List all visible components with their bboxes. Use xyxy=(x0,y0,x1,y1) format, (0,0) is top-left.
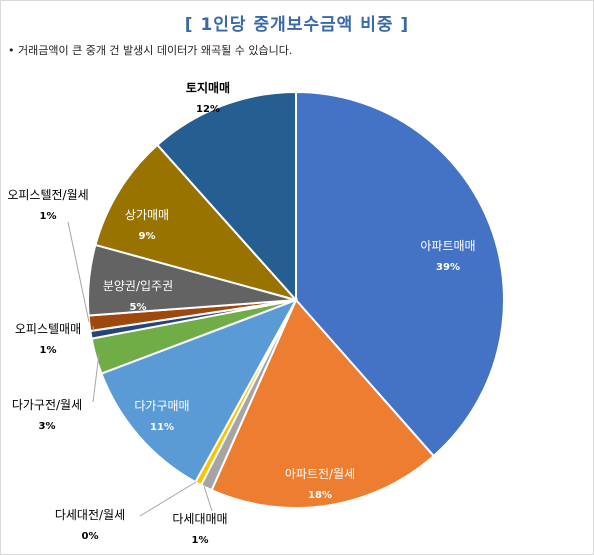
pie-slice xyxy=(210,298,436,509)
slice-label: 상가매매 xyxy=(125,208,169,222)
slice-percent-label: 1% xyxy=(40,211,57,222)
data-labels: 아파트매매 39% 아파트전/월세 18% 다세대매매 1% 다세대전/월세 0% 다가구매매 1… xyxy=(7,80,475,546)
slice-percent-label: 1% xyxy=(192,535,209,546)
slice-percent-label: 9% xyxy=(139,231,156,242)
chart-title: [ 1인당 중개보수금액 비중 ] xyxy=(184,15,410,35)
slice-label: 다세대매매 xyxy=(172,512,227,526)
slice-label: 다가구전/월세 xyxy=(12,398,82,412)
slice-label: 분양권/입주권 xyxy=(103,279,173,293)
slice-percent-label: 18% xyxy=(308,490,332,501)
slice-label: 다가구매매 xyxy=(134,399,189,413)
slice-label: 아파트전/월세 xyxy=(285,467,355,481)
chart-note: • 거래금액이 큰 중개 건 발생시 데이터가 왜곡될 수 있습니다. xyxy=(8,44,293,57)
pie-slice xyxy=(295,90,505,458)
slice-label: 오피스텔매매 xyxy=(15,322,81,336)
slice-label: 다세대전/월세 xyxy=(55,508,125,522)
pie-slice xyxy=(155,90,297,303)
slice-percent-label: 0% xyxy=(82,531,99,542)
slice-percent-label: 11% xyxy=(150,422,174,433)
leader-line xyxy=(203,485,213,512)
leader-lines xyxy=(67,221,213,517)
slice-percent-label: 5% xyxy=(130,302,147,313)
leader-line xyxy=(139,481,197,517)
slice-label: 토지매매 xyxy=(186,80,230,95)
leader-line xyxy=(92,325,95,333)
slice-label: 오피스텔전/월세 xyxy=(7,188,88,202)
slice-percent-label: 3% xyxy=(39,421,56,432)
slice-percent-label: 12% xyxy=(196,104,220,115)
slice-percent-label: 1% xyxy=(40,345,57,356)
slice-label: 아파트매매 xyxy=(420,239,475,253)
pie-slices xyxy=(87,90,505,509)
slice-percent-label: 39% xyxy=(436,262,460,273)
pie-slice xyxy=(100,298,299,484)
leader-line xyxy=(92,353,100,403)
pie-slice xyxy=(94,143,300,302)
leader-line xyxy=(67,221,90,323)
